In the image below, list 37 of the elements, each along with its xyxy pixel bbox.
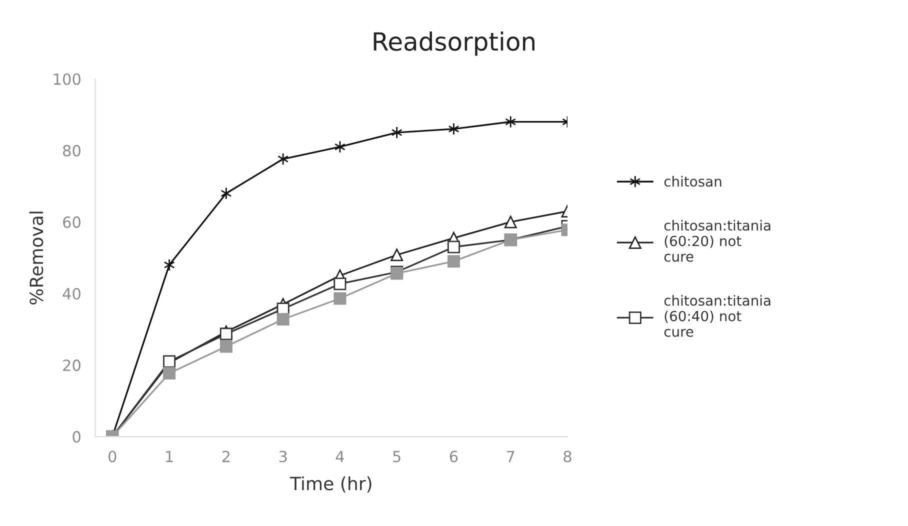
legend-label: chitosan [664,176,722,187]
y-tick-label: 20 [63,360,80,372]
point [390,248,404,262]
y-axis-title: %Removal [29,212,44,304]
x-tick-label: 8 [564,450,572,462]
y-tick-label: 100 [54,73,80,85]
x-tick-label: 5 [393,450,400,462]
x-axis-title: Time (hr) [290,476,372,492]
point [278,152,289,166]
y-tick-label: 40 [62,288,80,300]
x-tick-label: 4 [336,450,344,462]
point [334,278,346,290]
y-tick-label: 60 [63,216,80,228]
legend-label: chitosan:titania (60:20) not cure [664,220,770,262]
point [164,258,175,272]
legend-label: chitosan:titania (60:40) not cure [664,295,770,337]
point [447,240,460,254]
point [163,367,176,380]
point [220,187,232,200]
point [334,292,346,305]
point [504,216,517,228]
x-tick-label: 2 [222,450,230,462]
x-tick-label: 6 [450,450,458,462]
x-tick-label: 7 [507,450,514,462]
point [391,126,402,139]
x-tick-label: 0 [108,450,116,462]
x-tick-label: 1 [166,450,173,462]
point [220,328,232,340]
point [220,340,232,353]
point [276,313,290,326]
x-tick-label: 3 [279,450,287,462]
y-tick-label: 80 [63,144,80,156]
chart-title: Readsorption [374,32,534,56]
point [505,116,516,128]
y-tick-label: 0 [72,431,80,443]
point [448,122,460,136]
point [447,255,460,268]
